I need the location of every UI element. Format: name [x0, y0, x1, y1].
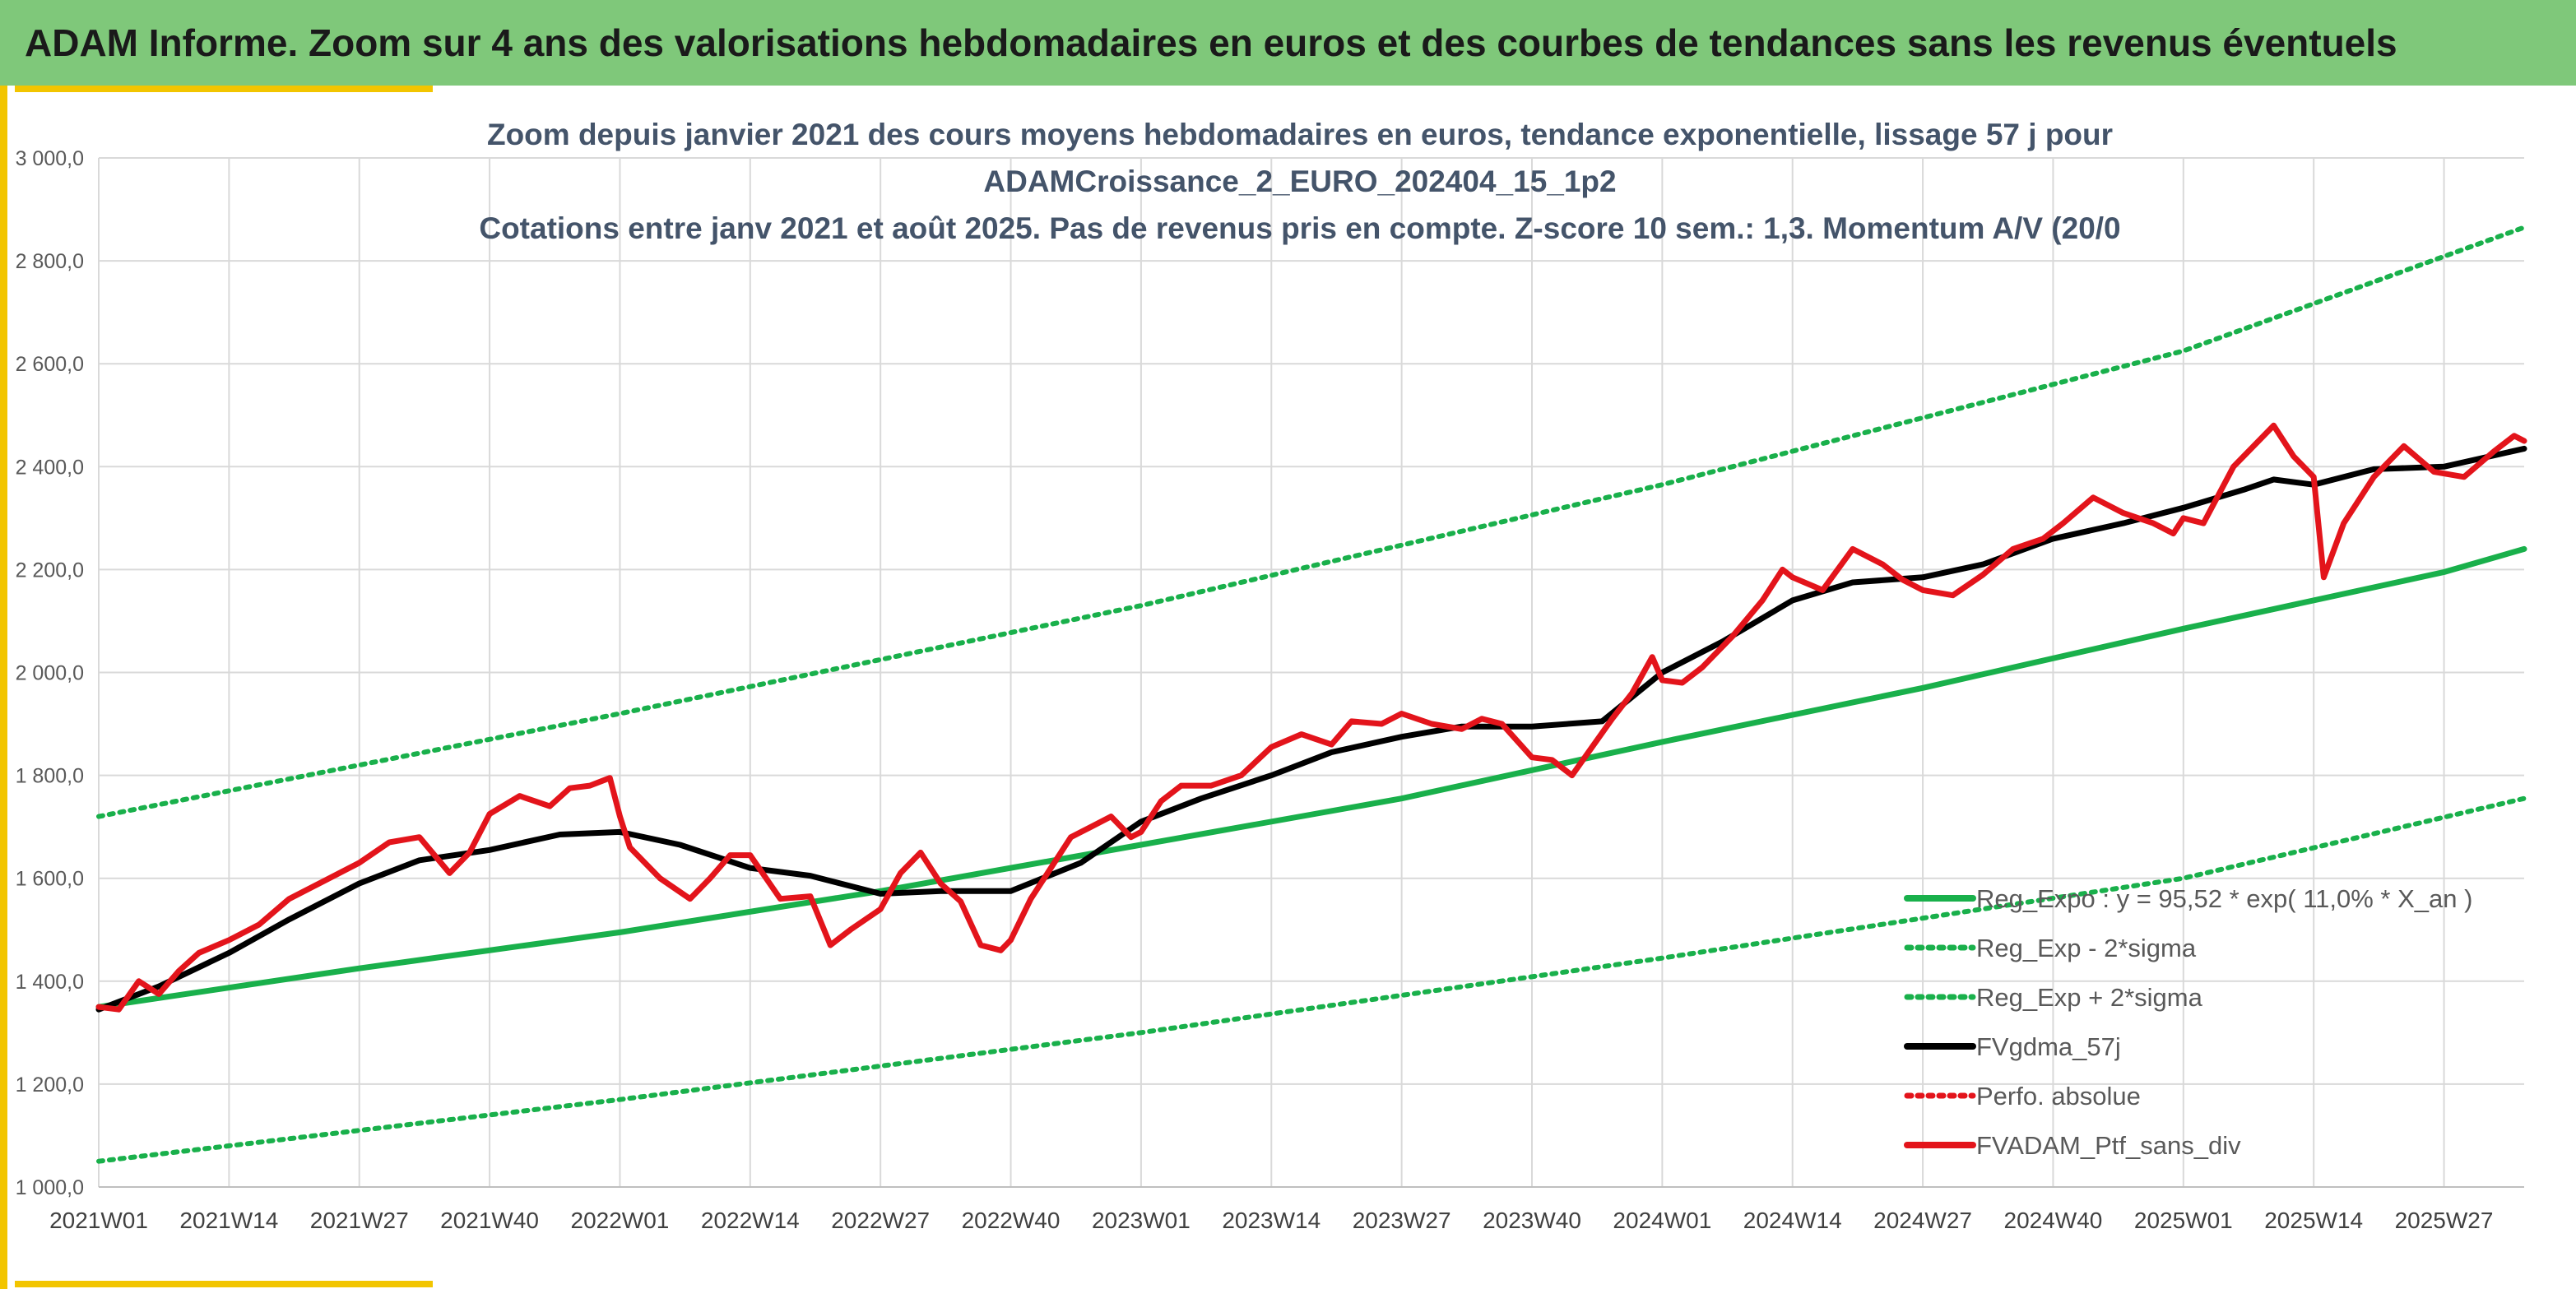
- y-tick-label: 1 200,0: [16, 1073, 84, 1097]
- y-tick-label: 2 400,0: [16, 456, 84, 479]
- chart-title-line: Cotations entre janv 2021 et août 2025. …: [479, 211, 2120, 245]
- x-tick-label: 2022W01: [571, 1208, 670, 1233]
- y-tick-label: 2 000,0: [16, 662, 84, 685]
- series-line-solid-red: [95, 422, 2527, 1013]
- x-tick-label: 2021W01: [49, 1208, 148, 1233]
- x-tick-label: 2022W40: [962, 1208, 1061, 1233]
- accent-bar-left: [0, 86, 7, 1289]
- legend-label: FVADAM_Ptf_sans_div: [1976, 1131, 2241, 1160]
- chart-legend: Reg_Expo : y = 95,52 * exp( 11,0% * X_an…: [1904, 884, 2472, 1160]
- y-tick-label: 2 800,0: [16, 250, 84, 273]
- legend-label: FVgdma_57j: [1976, 1032, 2121, 1061]
- x-tick-label: 2021W14: [179, 1208, 278, 1233]
- chart-title-line: ADAMCroissance_2_EURO_202404_15_1p2: [983, 165, 1616, 198]
- x-tick-label: 2022W14: [701, 1208, 800, 1233]
- x-tick-label: 2023W01: [1092, 1208, 1191, 1233]
- series-line-dotted-green: [96, 795, 2527, 1164]
- x-tick-label: 2021W40: [440, 1208, 539, 1233]
- series-line-solid-green: [95, 545, 2527, 1010]
- chart-series: [95, 225, 2527, 1164]
- y-tick-label: 1 400,0: [16, 971, 84, 994]
- x-tick-label: 2025W01: [2134, 1208, 2233, 1233]
- report-title: ADAM Informe. Zoom sur 4 ans des valoris…: [25, 21, 2397, 64]
- chart-title: Zoom depuis janvier 2021 des cours moyen…: [479, 118, 2120, 245]
- y-tick-label: 1 800,0: [16, 765, 84, 788]
- x-tick-label: 2023W27: [1353, 1208, 1451, 1233]
- accent-bar-top: [15, 86, 433, 92]
- y-tick-label: 2 200,0: [16, 559, 84, 582]
- chart-title-line: Zoom depuis janvier 2021 des cours moyen…: [487, 118, 2113, 151]
- series-line-solid-black: [95, 445, 2527, 1013]
- y-tick-label: 1 600,0: [16, 868, 84, 891]
- accent-bar-bottom: [15, 1281, 433, 1287]
- x-tick-label: 2025W27: [2395, 1208, 2494, 1233]
- x-tick-label: 2024W14: [1743, 1208, 1842, 1233]
- x-tick-label: 2025W14: [2264, 1208, 2363, 1233]
- legend-label: Reg_Exp - 2*sigma: [1976, 934, 2197, 962]
- x-tick-label: 2023W14: [1222, 1208, 1320, 1233]
- chart-axes: 1 000,0 1 200,0 1 400,0 1 600,0 1 800,0 2 000…: [16, 147, 2524, 1233]
- legend-label: Reg_Expo : y = 95,52 * exp( 11,0% * X_an…: [1976, 884, 2472, 913]
- legend-label: Reg_Exp + 2*sigma: [1976, 983, 2203, 1012]
- x-tick-label: 2021W27: [310, 1208, 409, 1233]
- chart-grid: [98, 157, 2524, 1188]
- y-tick-label: 1 000,0: [16, 1176, 84, 1199]
- x-tick-label: 2022W27: [831, 1208, 930, 1233]
- series-line-dotted-green: [96, 225, 2527, 819]
- legend-label: Perfo. absolue: [1976, 1082, 2141, 1110]
- x-tick-label: 2024W01: [1613, 1208, 1711, 1233]
- y-tick-label: 3 000,0: [16, 147, 84, 170]
- x-tick-label: 2024W40: [2004, 1208, 2103, 1233]
- y-tick-label: 2 600,0: [16, 353, 84, 376]
- report-header: ADAM Informe. Zoom sur 4 ans des valoris…: [0, 0, 2576, 86]
- x-tick-label: 2023W40: [1483, 1208, 1581, 1233]
- x-tick-label: 2024W27: [1873, 1208, 1972, 1233]
